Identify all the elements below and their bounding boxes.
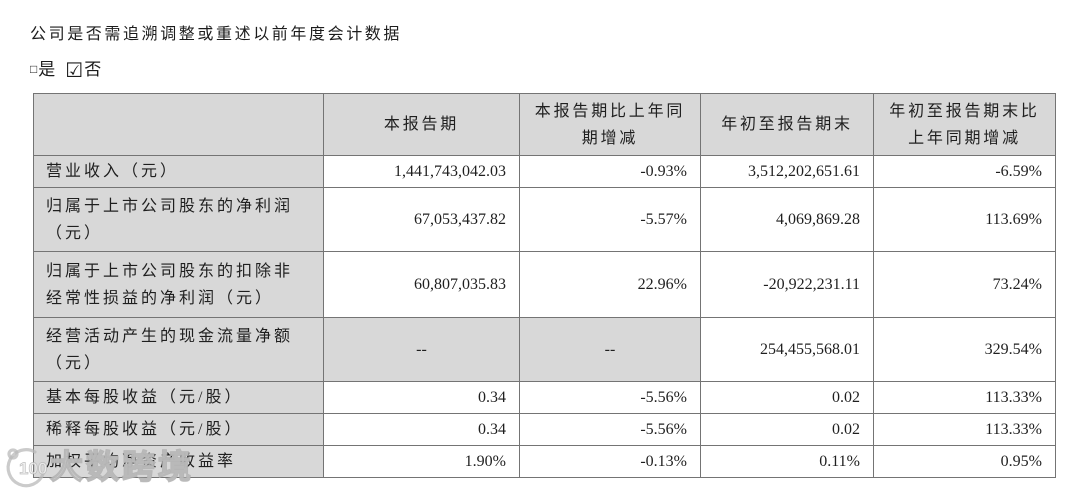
- cell-value: 113.69%: [873, 187, 1056, 252]
- table-row-net-profit: 归属于上市公司股东的净利润（元） 67,053,437.82 -5.57% 4,…: [33, 187, 1056, 252]
- cell-value: -20,922,231.11: [700, 251, 874, 318]
- row-label: 经营活动产生的现金流量净额（元）: [33, 317, 324, 382]
- col-header-ytd: 年初至报告期末: [700, 93, 874, 156]
- table-row-diluted-eps: 稀释每股收益（元/股） 0.34 -5.56% 0.02 113.33%: [33, 413, 1056, 446]
- table-row-basic-eps: 基本每股收益（元/股） 0.34 -5.56% 0.02 113.33%: [33, 381, 1056, 414]
- table-row-revenue: 营业收入（元） 1,441,743,042.03 -0.93% 3,512,20…: [33, 155, 1056, 188]
- table-row-weighted-avg-roe: 加权平均净资产收益率 1.90% -0.13% 0.11% 0.95%: [33, 445, 1056, 478]
- cell-value: -0.13%: [519, 445, 701, 478]
- cell-value: 22.96%: [519, 251, 701, 318]
- cell-value: -5.57%: [519, 187, 701, 252]
- checkbox-unchecked-icon: □: [30, 62, 38, 76]
- option-no: ☑否: [65, 60, 102, 82]
- cell-value: 3,512,202,651.61: [700, 155, 874, 188]
- cell-value: -6.59%: [873, 155, 1056, 188]
- cell-value: 0.11%: [700, 445, 874, 478]
- cell-value: --: [519, 317, 701, 382]
- cell-value: 67,053,437.82: [323, 187, 520, 252]
- restatement-options: □是 ☑否: [30, 55, 111, 83]
- cell-value: 4,069,869.28: [700, 187, 874, 252]
- cell-value: 0.02: [700, 413, 874, 446]
- table-header-row: 本报告期 本报告期比上年同期增减 年初至报告期末 年初至报告期末比上年同期增减: [33, 93, 1056, 156]
- cell-value: 73.24%: [873, 251, 1056, 318]
- cell-value: 329.54%: [873, 317, 1056, 382]
- cell-value: 1,441,743,042.03: [323, 155, 520, 188]
- cell-value: 0.34: [323, 413, 520, 446]
- row-label: 营业收入（元）: [33, 155, 324, 188]
- row-label: 归属于上市公司股东的扣除非经常性损益的净利润（元）: [33, 251, 324, 318]
- col-header-current-period: 本报告期: [323, 93, 520, 156]
- col-header-metric: [33, 93, 324, 156]
- option-no-label: 否: [84, 60, 102, 79]
- cell-value: 60,807,035.83: [323, 251, 520, 318]
- option-yes: □是: [30, 60, 55, 79]
- cell-value: 1.90%: [323, 445, 520, 478]
- checkbox-checked-icon: ☑: [65, 60, 84, 82]
- col-header-current-period-yoy: 本报告期比上年同期增减: [519, 93, 701, 156]
- cell-value: 0.34: [323, 381, 520, 414]
- financial-summary-table: 本报告期 本报告期比上年同期增减 年初至报告期末 年初至报告期末比上年同期增减 …: [33, 93, 1056, 478]
- row-label: 稀释每股收益（元/股）: [33, 413, 324, 446]
- cell-value: 113.33%: [873, 413, 1056, 446]
- restatement-question: 公司是否需追溯调整或重述以前年度会计数据: [30, 26, 403, 43]
- row-label: 基本每股收益（元/股）: [33, 381, 324, 414]
- cell-value: -5.56%: [519, 413, 701, 446]
- cell-value: -0.93%: [519, 155, 701, 188]
- row-label: 归属于上市公司股东的净利润（元）: [33, 187, 324, 252]
- cell-value: 113.33%: [873, 381, 1056, 414]
- cell-value: 0.02: [700, 381, 874, 414]
- table-row-net-profit-excl-nonrecurring: 归属于上市公司股东的扣除非经常性损益的净利润（元） 60,807,035.83 …: [33, 251, 1056, 318]
- table-row-operating-cash-flow: 经营活动产生的现金流量净额（元） -- -- 254,455,568.01 32…: [33, 317, 1056, 382]
- cell-value: 0.95%: [873, 445, 1056, 478]
- col-header-ytd-yoy: 年初至报告期末比上年同期增减: [873, 93, 1056, 156]
- cell-value: -5.56%: [519, 381, 701, 414]
- option-yes-label: 是: [38, 60, 56, 79]
- cell-value: --: [323, 317, 520, 382]
- cell-value: 254,455,568.01: [700, 317, 874, 382]
- row-label: 加权平均净资产收益率: [33, 445, 324, 478]
